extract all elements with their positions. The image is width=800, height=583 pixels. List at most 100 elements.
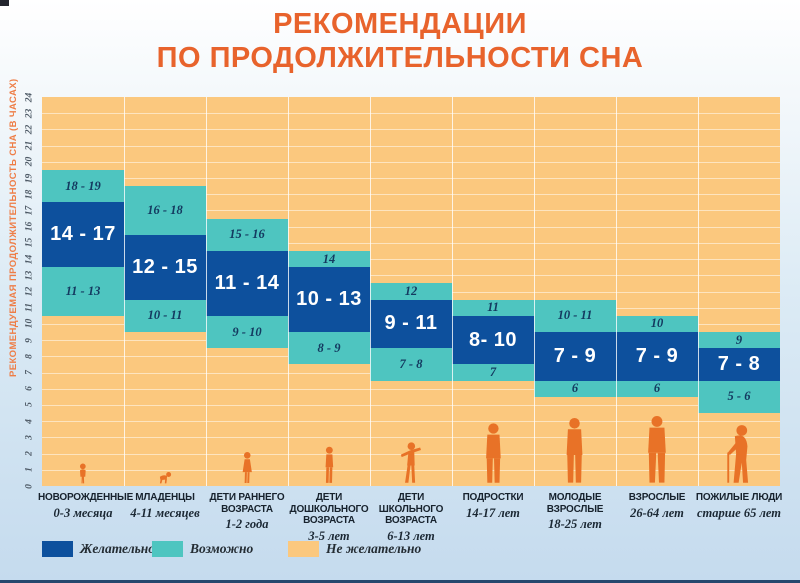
corner-artifact — [0, 0, 9, 6]
legend-swatch — [152, 541, 183, 557]
segment-possible_more: 12 — [370, 283, 452, 300]
category-age-range: 6-13 лет — [387, 528, 435, 543]
hour-gridline — [42, 421, 780, 423]
category-name-line: ДЕТИ — [397, 492, 425, 503]
legend-label: Не желательно — [326, 541, 422, 556]
figure-adult-icon — [642, 416, 672, 484]
category-name-line: ВЗРОСЛЫЕ — [546, 503, 604, 515]
segment-possible_more: 14 — [288, 250, 370, 268]
category-age-range: 0-3 месяца — [53, 505, 113, 520]
figure-toddler-icon — [240, 451, 255, 484]
segment-possible_less: 6 — [616, 380, 698, 397]
segment-recommended: 8- 10 — [452, 315, 534, 365]
legend-swatch — [42, 541, 73, 557]
figure-teen-icon — [480, 423, 507, 484]
category-name-line: ВЗРОСЛЫЕ — [628, 492, 686, 503]
category-name-line: ДЕТИ РАННЕГО — [209, 492, 285, 503]
category-name-line: МОЛОДЫЕ — [548, 492, 602, 503]
hour-gridline — [42, 259, 780, 261]
figure-crawler-icon — [158, 465, 172, 484]
y-tick: 24 — [24, 92, 35, 102]
segment-recommended: 7 - 8 — [698, 348, 780, 381]
hour-gridline — [42, 194, 780, 196]
segment-possible_less: 6 — [534, 380, 616, 397]
segment-possible_more: 18 - 19 — [42, 169, 124, 203]
column-gridline — [697, 97, 699, 486]
legend-item-not-recommended: Не желательно — [288, 541, 421, 557]
figure-young-adult-icon — [560, 418, 589, 484]
column-gridline — [287, 97, 289, 486]
figure-schoolkid-icon — [400, 442, 422, 484]
hour-gridline — [42, 275, 780, 277]
legend-label: Возможно — [190, 541, 254, 556]
category-label: ДЕТИ РАННЕГО ВОЗРАСТА 1-2 года — [202, 492, 292, 532]
category-name-line: НОВОРОЖДЕННЫЕ — [38, 492, 134, 503]
segment-possible_more: 15 - 16 — [206, 218, 288, 251]
figure-baby-icon — [78, 462, 88, 484]
category-label: ПОДРОСТКИ 14-17 лет — [448, 492, 538, 521]
category-label: ДЕТИ ДОШКОЛЬНОГО ВОЗРАСТА 3-5 лет — [284, 492, 374, 544]
segment-recommended: 10 - 13 — [288, 267, 370, 333]
category-label: ПОЖИЛЫЕ ЛЮДИ старше 65 лет — [694, 492, 784, 521]
hour-gridline — [42, 145, 780, 147]
category-name-line: ДЕТИ — [315, 492, 343, 503]
page-title-line1: РЕКОМЕНДАЦИИ — [273, 8, 527, 40]
legend-item-may-be-appropriate: Возможно — [152, 541, 253, 557]
category-label: НОВОРОЖДЕННЫЕ 0-3 месяца — [38, 492, 134, 521]
category-age-range: 4-11 месяцев — [130, 505, 200, 520]
figure-preschooler-icon — [321, 446, 338, 484]
hour-gridline — [42, 388, 780, 390]
hour-gridline — [42, 113, 780, 115]
hour-gridline — [42, 178, 780, 180]
segment-recommended: 11 - 14 — [206, 250, 288, 316]
category-name-line: ШКОЛЬНОГО — [378, 503, 444, 515]
segment-possible_more: 11 — [452, 299, 534, 316]
segment-possible_less: 10 - 11 — [124, 299, 206, 332]
category-name-line: ВОЗРАСТА — [385, 515, 437, 526]
column-gridline — [205, 97, 207, 486]
category-label: ДЕТИ ШКОЛЬНОГО ВОЗРАСТА 6-13 лет — [366, 492, 456, 544]
category-age-range: 3-5 лет — [308, 528, 350, 543]
category-name-line: ВОЗРАСТА — [303, 515, 355, 526]
segment-possible_less: 5 - 6 — [698, 380, 780, 414]
hour-gridline — [42, 469, 780, 471]
hour-gridline — [42, 161, 780, 163]
category-label: МОЛОДЫЕ ВЗРОСЛЫЕ 18-25 лет — [530, 492, 620, 532]
hour-gridline — [42, 437, 780, 439]
segment-possible_more: 9 — [698, 332, 780, 349]
hour-gridline — [42, 242, 780, 244]
segment-possible_less: 7 - 8 — [370, 348, 452, 381]
column-gridline — [451, 97, 453, 486]
category-name-line: ВОЗРАСТА — [221, 503, 273, 515]
category-age-range: 26-64 лет — [630, 505, 684, 520]
category-label: ВЗРОСЛЫЕ 26-64 лет — [612, 492, 702, 521]
segment-possible_more: 10 - 11 — [534, 299, 616, 332]
hour-gridline — [42, 210, 780, 212]
category-age-range: 18-25 лет — [548, 517, 602, 531]
legend-swatch — [288, 541, 319, 557]
segment-recommended: 14 - 17 — [42, 202, 124, 268]
column-gridline — [123, 97, 125, 486]
category-name-line: МЛАДЕНЦЫ — [135, 492, 195, 503]
segment-recommended: 7 - 9 — [616, 332, 698, 381]
chart-plot-area: 18 - 19 14 - 17 11 - 13 16 - 18 12 - 15 10 - … — [42, 97, 780, 486]
legend-label: Желательно — [80, 541, 156, 556]
hour-gridline — [42, 404, 780, 406]
segment-recommended: 12 - 15 — [124, 234, 206, 300]
column-gridline — [615, 97, 617, 486]
page-title-line2: ПО ПРОДОЛЖИТЕЛЬНОСТИ СНА — [156, 42, 644, 74]
category-name-line: ДОШКОЛЬНОГО — [289, 503, 369, 515]
category-age-range: 14-17 лет — [466, 505, 520, 520]
hour-gridline — [42, 226, 780, 228]
category-age-range: старше 65 лет — [696, 505, 781, 520]
column-gridline — [369, 97, 371, 486]
segment-possible_more: 10 — [616, 315, 698, 333]
chart-legend: Желательно Возможно Не желательно — [0, 541, 800, 563]
hour-gridline — [42, 129, 780, 131]
segment-possible_less: 7 — [452, 364, 534, 381]
segment-possible_less: 8 - 9 — [288, 332, 370, 365]
segment-recommended: 7 - 9 — [534, 332, 616, 381]
legend-item-recommended: Желательно — [42, 541, 155, 557]
column-gridline — [533, 97, 535, 486]
